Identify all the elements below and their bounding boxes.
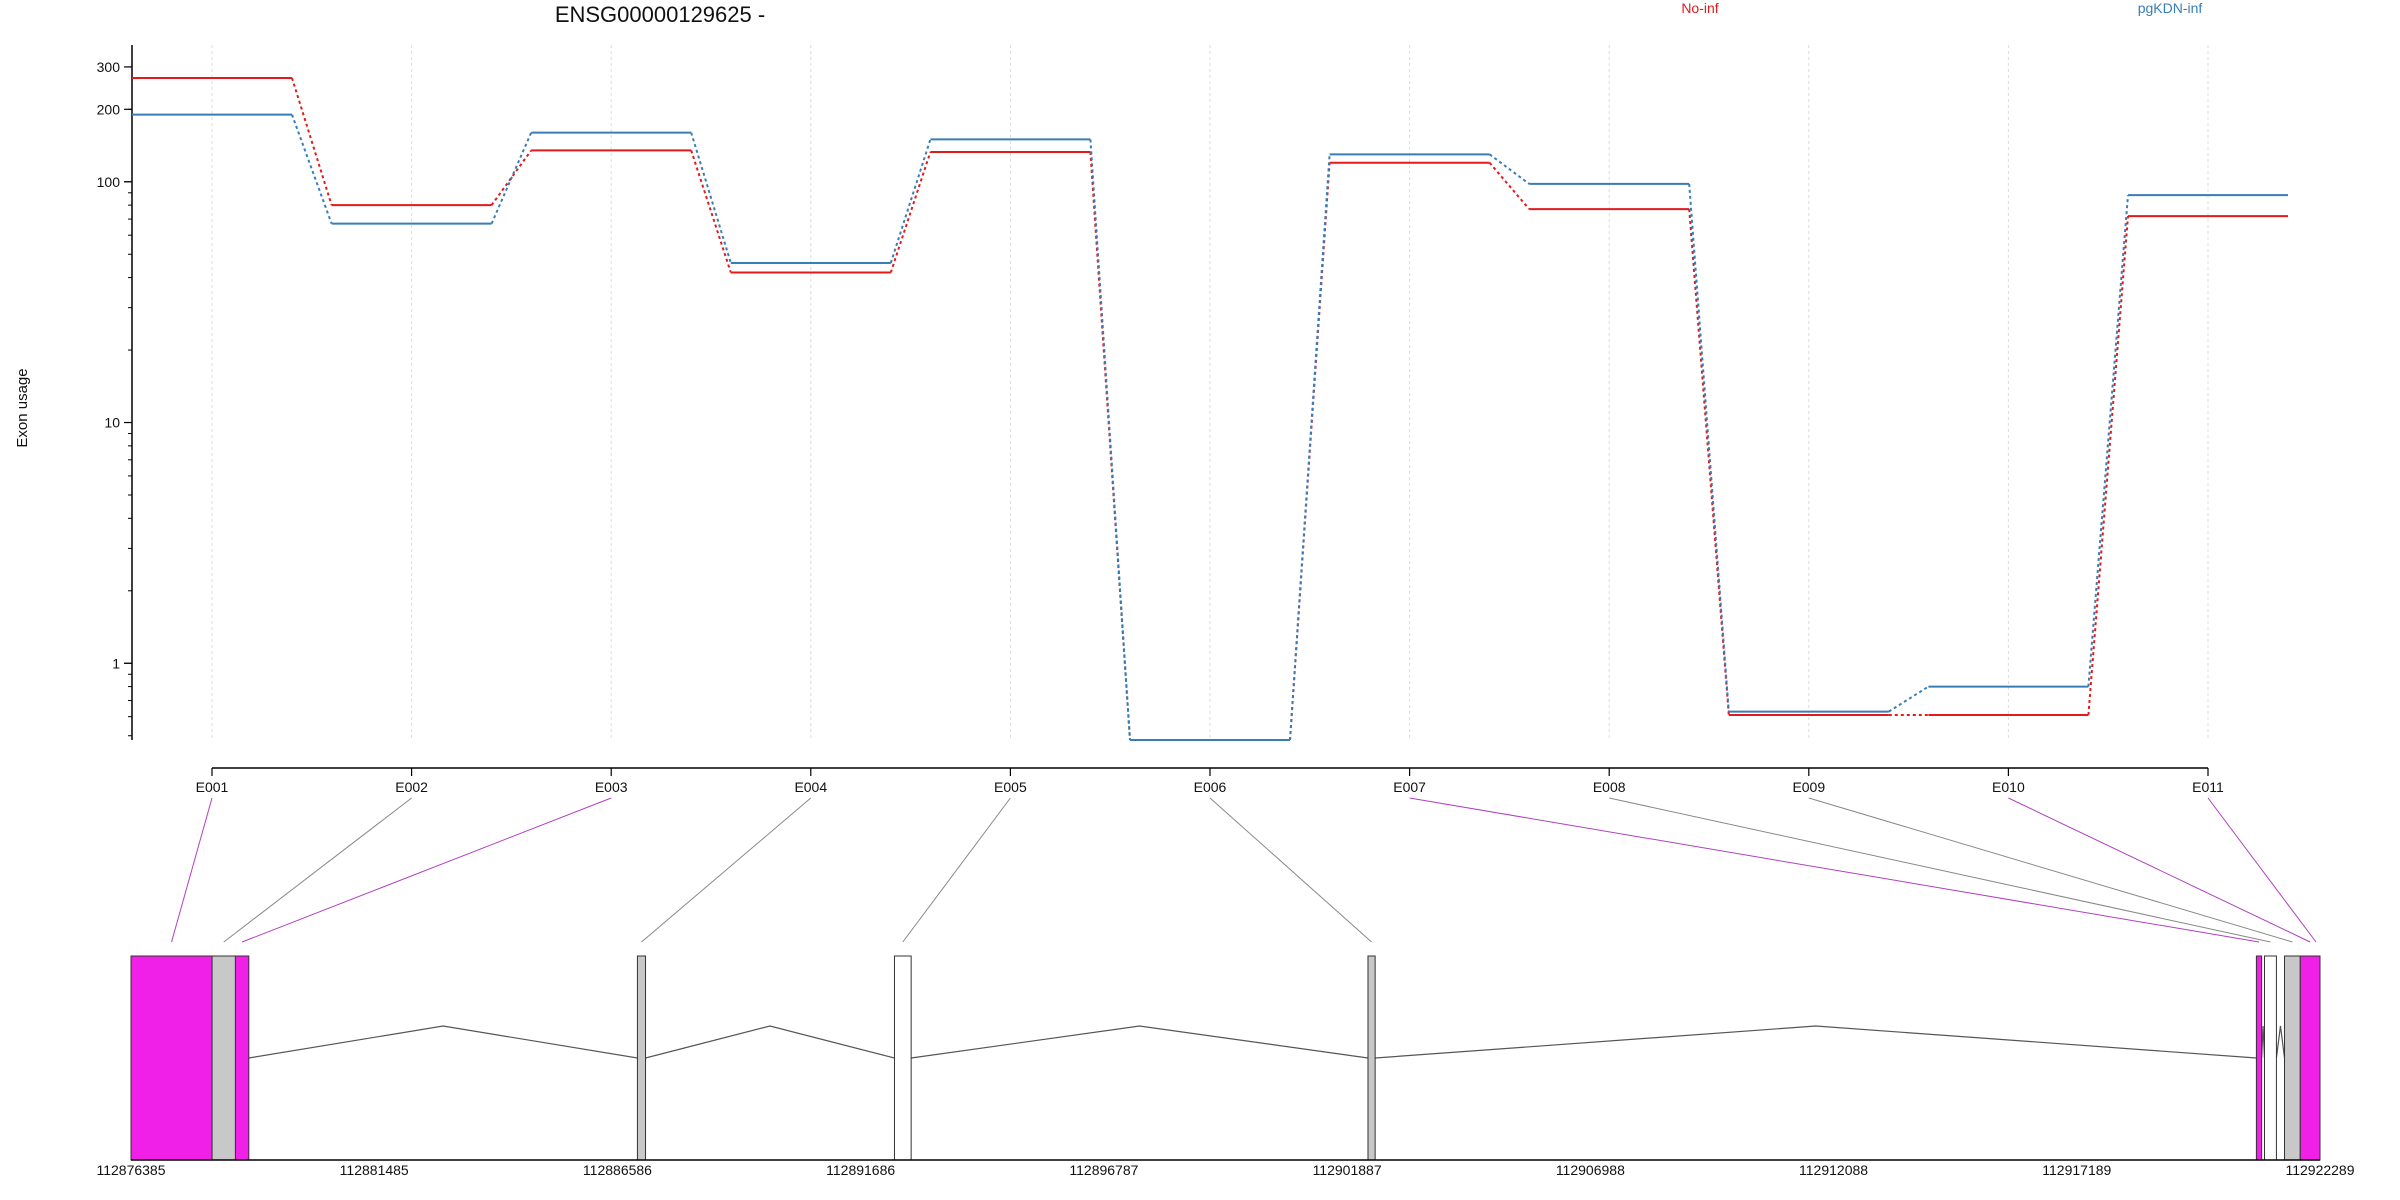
exon-box-e003 (234, 955, 250, 1161)
exon-box-e002 (211, 955, 236, 1161)
genome-coordinate-label: 112901887 (1313, 1162, 1382, 1178)
series-layer (132, 76, 2288, 741)
exon-connector-dotted (889, 151, 932, 273)
exon-link-e009 (1808, 797, 2293, 943)
exon-box-e010 (2299, 955, 2321, 1161)
exon-connector-dotted (490, 149, 533, 206)
y-tick-label-100: 100 (97, 174, 121, 190)
exon-link-e007 (1409, 797, 2260, 943)
vertical-gridlines (211, 45, 2209, 740)
series-pgkdn-inf (132, 113, 2288, 741)
exon-connector-dotted (1488, 162, 1530, 210)
axes: 1 10 100 200 300 E001 E002 E003 E004 E005 E006 E007… (97, 45, 2224, 795)
exon-connector-dotted (690, 150, 732, 273)
exon-connector-dotted (1489, 153, 1530, 185)
exon-connector-dotted (2087, 216, 2129, 716)
exon-link-e004 (641, 797, 812, 943)
exon-connectors (171, 797, 2317, 943)
intron-line (911, 1025, 1369, 1059)
legend-label-no-inf: No-inf (1681, 0, 1718, 16)
x-tick-label-e008: E008 (1593, 779, 1626, 795)
x-tick-label-e006: E006 (1194, 779, 1227, 795)
gene-model: 112876385 112881485 112886586 112891686 1128… (96, 955, 2355, 1178)
exon-connector-dotted (889, 139, 932, 264)
exon-link-e006 (1209, 797, 1372, 943)
x-tick-label-e011: E011 (2192, 779, 2224, 795)
exon-connector-dotted (490, 132, 533, 225)
x-tick-label-e007: E007 (1393, 779, 1426, 795)
intron-line (248, 1025, 638, 1059)
exon-box-e008 (2263, 955, 2277, 1161)
exon-box-e005 (893, 955, 912, 1161)
exon-box-e009 (2284, 955, 2301, 1161)
exon-connector-dotted (1089, 139, 1131, 741)
intron-line (645, 1025, 895, 1059)
genome-coordinate-label: 112912088 (1799, 1162, 1868, 1178)
exon-box-e007 (2255, 955, 2263, 1161)
exon-link-e008 (1609, 797, 2271, 943)
x-tick-label-e001: E001 (196, 779, 229, 795)
exon-link-e001 (171, 797, 213, 943)
x-tick-label-e003: E003 (595, 779, 628, 795)
genome-coordinate-label: 112917189 (2042, 1162, 2111, 1178)
exon-box-e006 (1367, 955, 1376, 1161)
x-tick-label-e009: E009 (1792, 779, 1825, 795)
genome-coordinate-label: 112906988 (1556, 1162, 1625, 1178)
y-tick-label-1: 1 (112, 655, 120, 671)
exon-connector-dotted (2087, 195, 2129, 687)
y-tick-label-10: 10 (104, 415, 120, 431)
exon-connector-dotted (291, 114, 333, 224)
genome-coordinate-label: 112922289 (2285, 1162, 2354, 1178)
exon-box-e001 (130, 955, 213, 1161)
y-tick-label-300: 300 (97, 59, 121, 75)
x-tick-label-e004: E004 (794, 779, 827, 795)
genome-coordinate-label: 112881485 (340, 1162, 409, 1178)
x-tick-label-e005: E005 (994, 779, 1027, 795)
exon-link-e011 (2207, 797, 2317, 943)
genome-coordinate-label: 112876385 (96, 1162, 165, 1178)
x-tick-label-e002: E002 (395, 779, 428, 795)
genome-coordinate-label: 112891686 (826, 1162, 895, 1178)
y-tick-label-200: 200 (97, 101, 121, 117)
x-tick-label-e010: E010 (1992, 779, 2025, 795)
exon-box-e004 (636, 955, 647, 1161)
exon-connector-dotted (1888, 685, 1929, 713)
exon-link-e005 (902, 797, 1011, 943)
exon-link-e002 (223, 797, 412, 943)
legend-label-pgkdn-inf: pgKDN-inf (2138, 0, 2203, 16)
exon-link-e003 (241, 797, 612, 943)
exon-connector-dotted (1289, 154, 1331, 741)
intron-line (2275, 1025, 2286, 1059)
y-axis-label: Exon usage (14, 368, 31, 447)
exon-connector-dotted (291, 77, 333, 206)
intron-line (1375, 1025, 2257, 1059)
exon-connector-dotted (1688, 209, 1730, 716)
chart-title: ENSG00000129625 - (555, 2, 765, 27)
exon-connector-dotted (1688, 183, 1730, 712)
genome-coordinate-label: 112896787 (1069, 1162, 1138, 1178)
exon-connector-dotted (690, 132, 732, 264)
exon-link-e010 (2008, 797, 2311, 943)
genome-coordinate-label: 112886586 (583, 1162, 652, 1178)
